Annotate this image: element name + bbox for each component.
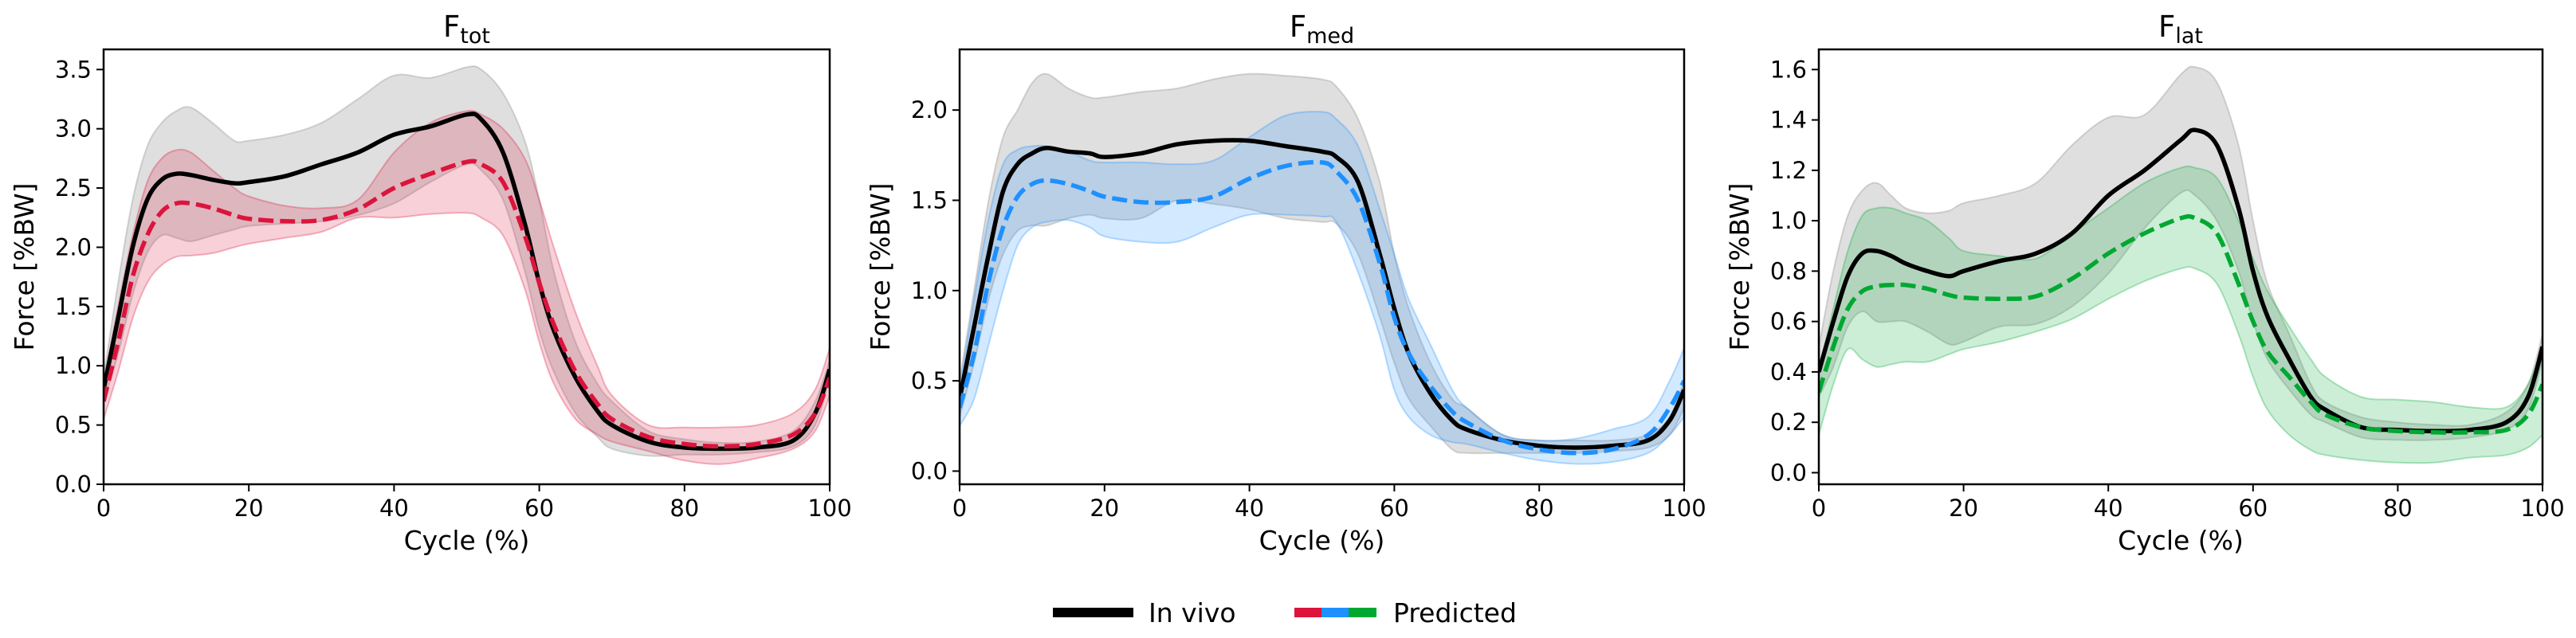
y-tick-label: 1.4 — [1770, 107, 1807, 134]
plot-area — [1819, 65, 2543, 464]
y-tick-label: 0.4 — [1770, 358, 1807, 386]
legend-swatch-in-vivo — [1053, 608, 1133, 617]
predicted-mean-line — [1819, 213, 2543, 435]
panel-title: Flat — [2158, 10, 2203, 49]
x-axis-label: Cycle (%) — [1259, 525, 1385, 556]
y-tick-label: 1.2 — [1770, 157, 1807, 184]
panel-title: Ftot — [443, 10, 490, 49]
x-tick-label: 40 — [1235, 495, 1264, 522]
panel-title-subscript: med — [1306, 24, 1354, 49]
x-tick-label: 60 — [2238, 495, 2268, 522]
y-tick-label: 3.0 — [55, 115, 92, 143]
x-tick-label: 20 — [1949, 495, 1978, 522]
in-vivo-band — [960, 72, 1684, 455]
y-tick-label: 1.0 — [1770, 207, 1807, 234]
panel-med: 0 20 40 60 80 100 0.0 0.5 1.0 1.5 2.0 Cycle (%) Forc… — [865, 10, 1706, 556]
x-tick-label: 80 — [1525, 495, 1554, 522]
panel-title-main: F — [1290, 10, 1306, 44]
plot-area — [104, 65, 830, 465]
y-tick-label: 0.2 — [1770, 409, 1807, 436]
x-tick-label: 80 — [670, 495, 699, 522]
legend-swatch-predicted-2 — [1321, 608, 1349, 617]
panel-title-main: F — [2158, 10, 2175, 44]
x-tick-label: 100 — [2520, 495, 2564, 522]
y-tick-label: 0.5 — [911, 367, 948, 394]
y-tick-label: 0.8 — [1770, 257, 1807, 284]
y-tick-label: 1.0 — [911, 277, 948, 304]
x-tick-label: 0 — [96, 495, 111, 522]
predicted-band — [104, 109, 830, 465]
legend-label-in-vivo: In vivo — [1149, 597, 1236, 628]
x-axis-label: Cycle (%) — [2118, 525, 2244, 556]
x-tick-label: 80 — [2383, 495, 2413, 522]
panel-title-subscript: tot — [460, 24, 490, 49]
predicted-band — [1819, 165, 2543, 464]
predicted-mean-line — [104, 159, 830, 449]
x-tick-label: 60 — [1380, 495, 1409, 522]
x-tick-label: 100 — [1662, 495, 1706, 522]
legend: In vivo Predicted — [1053, 597, 1517, 628]
x-tick-label: 0 — [1812, 495, 1826, 522]
panel-title-main: F — [443, 10, 460, 44]
legend-swatch-predicted-3 — [1349, 608, 1376, 617]
axes-frame — [1817, 48, 2544, 486]
x-tick-label: 40 — [2094, 495, 2123, 522]
axes-frame — [958, 48, 1686, 486]
y-tick-label: 0.5 — [55, 412, 92, 439]
y-tick-label: 2.0 — [55, 233, 92, 260]
in-vivo-mean-line — [960, 138, 1684, 450]
y-tick-label: 3.5 — [55, 56, 92, 83]
panel-tot: 0 20 40 60 80 100 0.0 0.5 1.0 1.5 2.0 2.5 3.0 3.5 Cycl… — [9, 10, 852, 556]
y-tick-label: 1.6 — [1770, 56, 1807, 83]
y-axis-label: Force [%BW] — [9, 183, 40, 351]
predicted-mean-line — [960, 159, 1684, 456]
y-tick-label: 1.0 — [55, 352, 92, 379]
x-tick-label: 40 — [379, 495, 409, 522]
panel-title: Fmed — [1290, 10, 1354, 49]
in-vivo-band — [104, 65, 830, 457]
y-tick-label: 2.5 — [55, 174, 92, 202]
y-tick-label: 0.0 — [1770, 459, 1807, 486]
x-axis-label: Cycle (%) — [404, 525, 530, 556]
y-axis-label: Force [%BW] — [865, 183, 896, 351]
y-tick-label: 1.5 — [55, 293, 92, 320]
y-axis-label: Force [%BW] — [1724, 183, 1755, 351]
y-tick-label: 1.5 — [911, 186, 948, 213]
x-tick-label: 100 — [807, 495, 851, 522]
plot-area — [960, 72, 1684, 465]
y-tick-label: 0.6 — [1770, 308, 1807, 335]
x-tick-label: 60 — [524, 495, 554, 522]
legend-swatch-predicted-1 — [1294, 608, 1322, 617]
y-tick-label: 0.0 — [55, 471, 92, 498]
in-vivo-mean-line — [104, 112, 830, 452]
x-tick-label: 20 — [1090, 495, 1119, 522]
panel-title-subscript: lat — [2175, 24, 2203, 49]
y-tick-label: 0.0 — [911, 457, 948, 484]
y-tick-label: 2.0 — [911, 96, 948, 123]
panel-lat: 0 20 40 60 80 100 0.0 0.2 0.4 0.6 0.8 1.0 1.2 1.4 1.6 C… — [1724, 10, 2565, 556]
x-tick-label: 20 — [234, 495, 264, 522]
x-tick-label: 0 — [952, 495, 967, 522]
legend-label-predicted: Predicted — [1393, 597, 1517, 628]
axes-frame — [102, 48, 831, 486]
